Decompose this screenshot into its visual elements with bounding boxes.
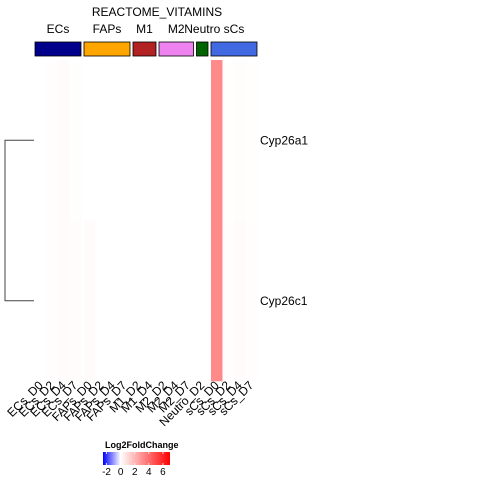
heatmap-cell <box>84 60 96 221</box>
heatmap-cell <box>69 60 82 221</box>
heatmap-cell <box>234 220 246 382</box>
column-labels: ECs_D0ECs_D2ECs_D4ECs_D7FAPs_D0FAPs_D2FA… <box>4 378 256 429</box>
legend-tick-label: 4 <box>146 467 152 478</box>
row-label: Cyp26c1 <box>260 294 308 308</box>
legend-ticks: -2 0 2 4 6 <box>102 452 166 478</box>
group-label-scs: sCs <box>224 22 245 36</box>
heatmap-cell <box>182 60 194 221</box>
row-label: Cyp26a1 <box>260 133 308 147</box>
heatmap-cell <box>58 220 70 382</box>
heatmap-cell <box>133 60 145 221</box>
heatmap-cell <box>159 60 171 221</box>
group-label-m1: M1 <box>136 22 153 36</box>
legend-title: Log2FoldChange <box>105 440 179 450</box>
legend-color-bar <box>103 452 170 465</box>
heatmap-cell <box>234 60 246 221</box>
chart-title: REACTOME_VITAMINS <box>92 5 222 19</box>
heatmap-cell <box>222 220 235 382</box>
heatmap-cells <box>35 60 258 382</box>
heatmap-cell <box>144 220 157 382</box>
legend-tick-label: 2 <box>132 467 138 478</box>
heatmap-cell <box>46 60 59 221</box>
group-bar-m1 <box>132 41 157 57</box>
heatmap-cell <box>107 220 119 382</box>
heatmap-cell <box>222 60 235 221</box>
heatmap-cell <box>133 220 145 382</box>
heatmap-cell <box>211 220 223 382</box>
heatmap-cell <box>245 220 258 382</box>
group-label-m2: M2 <box>168 22 185 36</box>
row-labels: Cyp26a1 Cyp26c1 <box>260 133 308 308</box>
heatmap-cell <box>211 60 223 221</box>
heatmap-cell <box>170 60 183 221</box>
group-bar-ecs <box>34 41 82 57</box>
group-bar-neutro <box>196 41 209 57</box>
legend-tick-label: -2 <box>102 467 111 478</box>
group-label-ecs: ECs <box>47 22 70 36</box>
heatmap-cell <box>182 220 194 382</box>
group-label-neutro: Neutro <box>184 22 220 36</box>
heatmap-cell <box>170 220 183 382</box>
heatmap-cell <box>159 220 171 382</box>
heatmap-cell <box>144 60 157 221</box>
heatmap-cell <box>58 60 70 221</box>
heatmap-cell <box>95 60 108 221</box>
group-bar-m2 <box>158 41 194 57</box>
heatmap-cell <box>118 60 131 221</box>
row-dendrogram <box>4 139 34 302</box>
group-bar-scs <box>210 41 258 57</box>
group-bar-faps <box>83 41 131 57</box>
column-group-annotation: ECs FAPs M1 M2 Neutro sCs <box>34 22 258 57</box>
heatmap-cell <box>35 220 47 382</box>
legend-tick-label: 0 <box>118 467 124 478</box>
heatmap-cell <box>245 60 258 221</box>
heatmap-cell <box>46 220 59 382</box>
heatmap-cell <box>196 220 209 382</box>
heatmap-cell <box>196 60 209 221</box>
heatmap-cell <box>118 220 131 382</box>
legend-tick-label: 6 <box>160 467 166 478</box>
heatmap-cell <box>107 60 119 221</box>
color-legend: Log2FoldChange -2 0 2 4 6 <box>102 440 178 478</box>
dendrogram-branch <box>4 139 34 302</box>
heatmap-cell <box>35 60 47 221</box>
group-label-faps: FAPs <box>93 22 122 36</box>
heatmap-cell <box>95 220 108 382</box>
heatmap-cell <box>84 220 96 382</box>
heatmap-cell <box>69 220 82 382</box>
